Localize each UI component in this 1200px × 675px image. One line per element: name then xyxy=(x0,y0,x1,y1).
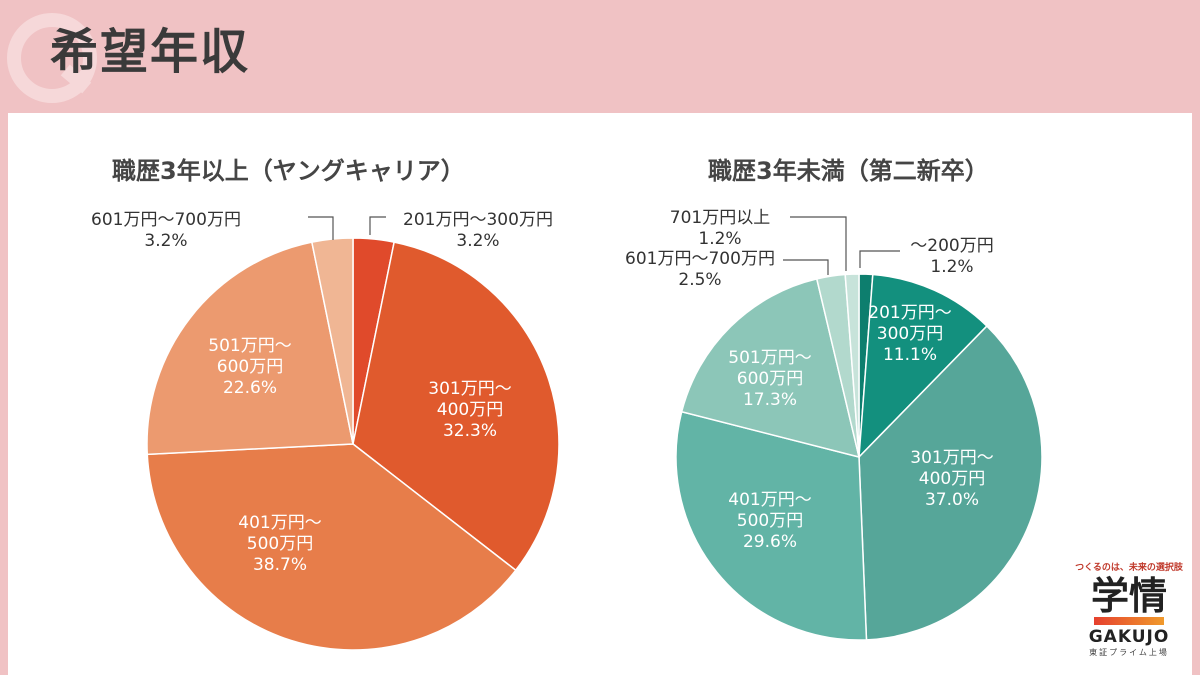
q-logo-watermark xyxy=(7,13,97,103)
data-label-line: 501万円〜 xyxy=(728,348,811,368)
data-label-line: 301万円〜 xyxy=(428,379,511,399)
data-label: 401万円〜 500万円 38.7% xyxy=(238,513,321,575)
logo-bar xyxy=(1094,617,1164,625)
data-label-line: 〜200万円 xyxy=(910,236,993,256)
pie-slice xyxy=(352,241,560,572)
data-label-line: 2.5% xyxy=(678,270,721,290)
data-label-line: 201万円〜300万円 xyxy=(403,210,553,230)
data-label: 〜200万円 1.2% xyxy=(910,236,993,277)
data-label-line: 11.1% xyxy=(883,345,937,365)
logo-tagline: つくるのは、未来の選択肢 xyxy=(1075,563,1183,573)
pie-slice xyxy=(146,443,517,651)
pie-slice xyxy=(844,273,860,458)
data-label-line: 1.2% xyxy=(930,257,973,277)
pie-slice xyxy=(858,325,1043,641)
data-label-line: 600万円 xyxy=(217,357,283,377)
data-label-line: 701万円以上 xyxy=(670,208,770,228)
pie-2: 〜200万円 1.2%201万円〜 300万円 11.1%301万円〜 400万円 37.… xyxy=(625,208,1043,641)
page-title: 希望年収 xyxy=(50,24,251,80)
pie-slice xyxy=(858,273,988,459)
data-label-line: 400万円 xyxy=(919,469,985,489)
pie-charts: 201万円〜300万円 3.2%301万円〜 400万円 32.3%401万円〜 500… xyxy=(91,208,1043,651)
data-label-line: 401万円〜 xyxy=(728,490,811,510)
label-leader-line xyxy=(308,216,334,240)
chart-panel: 職歴3年以上（ヤングキャリア） 職歴3年未満（第二新卒） 201万円〜300万円… xyxy=(8,113,1192,675)
gakujo-logo: つくるのは、未来の選択肢 学情 GAKUJO 東証プライム上場 xyxy=(1072,560,1186,670)
data-label-line: 3.2% xyxy=(144,231,187,251)
pie-slice xyxy=(680,278,861,459)
data-label: 601万円〜700万円 2.5% xyxy=(625,249,775,290)
pie-slice xyxy=(310,237,354,445)
data-label-line: 300万円 xyxy=(877,324,943,344)
data-label: 501万円〜 600万円 22.6% xyxy=(208,336,291,398)
data-label-line: 501万円〜 xyxy=(208,336,291,356)
label-leader-line xyxy=(790,216,847,271)
data-label-line: 500万円 xyxy=(737,511,803,531)
data-label: 701万円以上 1.2% xyxy=(670,208,770,249)
logo-name: 学情 xyxy=(1090,574,1167,618)
data-label: 201万円〜300万円 3.2% xyxy=(403,210,553,251)
data-label: 301万円〜 400万円 37.0% xyxy=(910,448,993,510)
label-leader-line xyxy=(369,216,386,235)
data-label-line: 17.3% xyxy=(743,390,797,410)
data-label-line: 400万円 xyxy=(437,400,503,420)
logo-subtext: 東証プライム上場 xyxy=(1089,648,1169,657)
data-label-line: 3.2% xyxy=(456,231,499,251)
data-label-line: 1.2% xyxy=(698,229,741,249)
data-label-line: 37.0% xyxy=(925,490,979,510)
data-label: 601万円〜700万円 3.2% xyxy=(91,210,241,251)
label-leader-line xyxy=(859,250,900,268)
pie-slice xyxy=(675,410,868,641)
data-label-line: 29.6% xyxy=(743,532,797,552)
data-label: 201万円〜 300万円 11.1% xyxy=(868,303,951,365)
data-label-line: 401万円〜 xyxy=(238,513,321,533)
label-leader-line xyxy=(783,259,829,275)
data-label-line: 601万円〜700万円 xyxy=(91,210,241,230)
data-label-line: 600万円 xyxy=(737,369,803,389)
data-label: 401万円〜 500万円 29.6% xyxy=(728,490,811,552)
data-label-line: 32.3% xyxy=(443,421,497,441)
pie-slice xyxy=(146,241,354,456)
data-label-line: 301万円〜 xyxy=(910,448,993,468)
data-label-line: 500万円 xyxy=(247,534,313,554)
logo-name-en: GAKUJO xyxy=(1088,627,1170,647)
data-label: 501万円〜 600万円 17.3% xyxy=(728,348,811,410)
data-label-line: 201万円〜 xyxy=(868,303,951,323)
chart-title-young-career: 職歴3年以上（ヤングキャリア） xyxy=(112,157,465,185)
pie-1: 201万円〜300万円 3.2%301万円〜 400万円 32.3%401万円〜 500… xyxy=(91,210,560,651)
data-label: 301万円〜 400万円 32.3% xyxy=(428,379,511,441)
data-label-line: 601万円〜700万円 xyxy=(625,249,775,269)
data-label-line: 38.7% xyxy=(253,555,307,575)
data-label-line: 22.6% xyxy=(223,378,277,398)
chart-title-second-new-grad: 職歴3年未満（第二新卒） xyxy=(708,157,989,185)
